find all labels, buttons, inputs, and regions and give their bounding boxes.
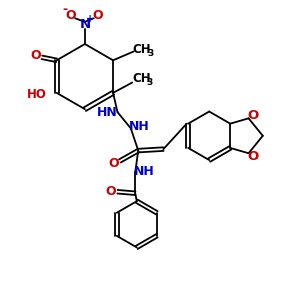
Text: 3: 3 xyxy=(146,78,152,87)
Text: O: O xyxy=(65,9,76,22)
Text: 3: 3 xyxy=(147,49,153,58)
Text: NH: NH xyxy=(134,165,154,178)
Text: -: - xyxy=(63,3,68,16)
Text: O: O xyxy=(248,109,259,122)
Text: N: N xyxy=(79,18,90,31)
Text: CH: CH xyxy=(132,73,151,85)
Text: HN: HN xyxy=(97,106,118,118)
Text: +: + xyxy=(86,14,94,24)
Text: CH: CH xyxy=(133,44,152,56)
Text: O: O xyxy=(92,9,103,22)
Text: O: O xyxy=(108,158,119,170)
Text: NH: NH xyxy=(129,120,150,134)
Text: HO: HO xyxy=(27,88,46,101)
Text: O: O xyxy=(30,50,41,62)
Text: O: O xyxy=(248,150,259,163)
Text: O: O xyxy=(106,185,116,198)
